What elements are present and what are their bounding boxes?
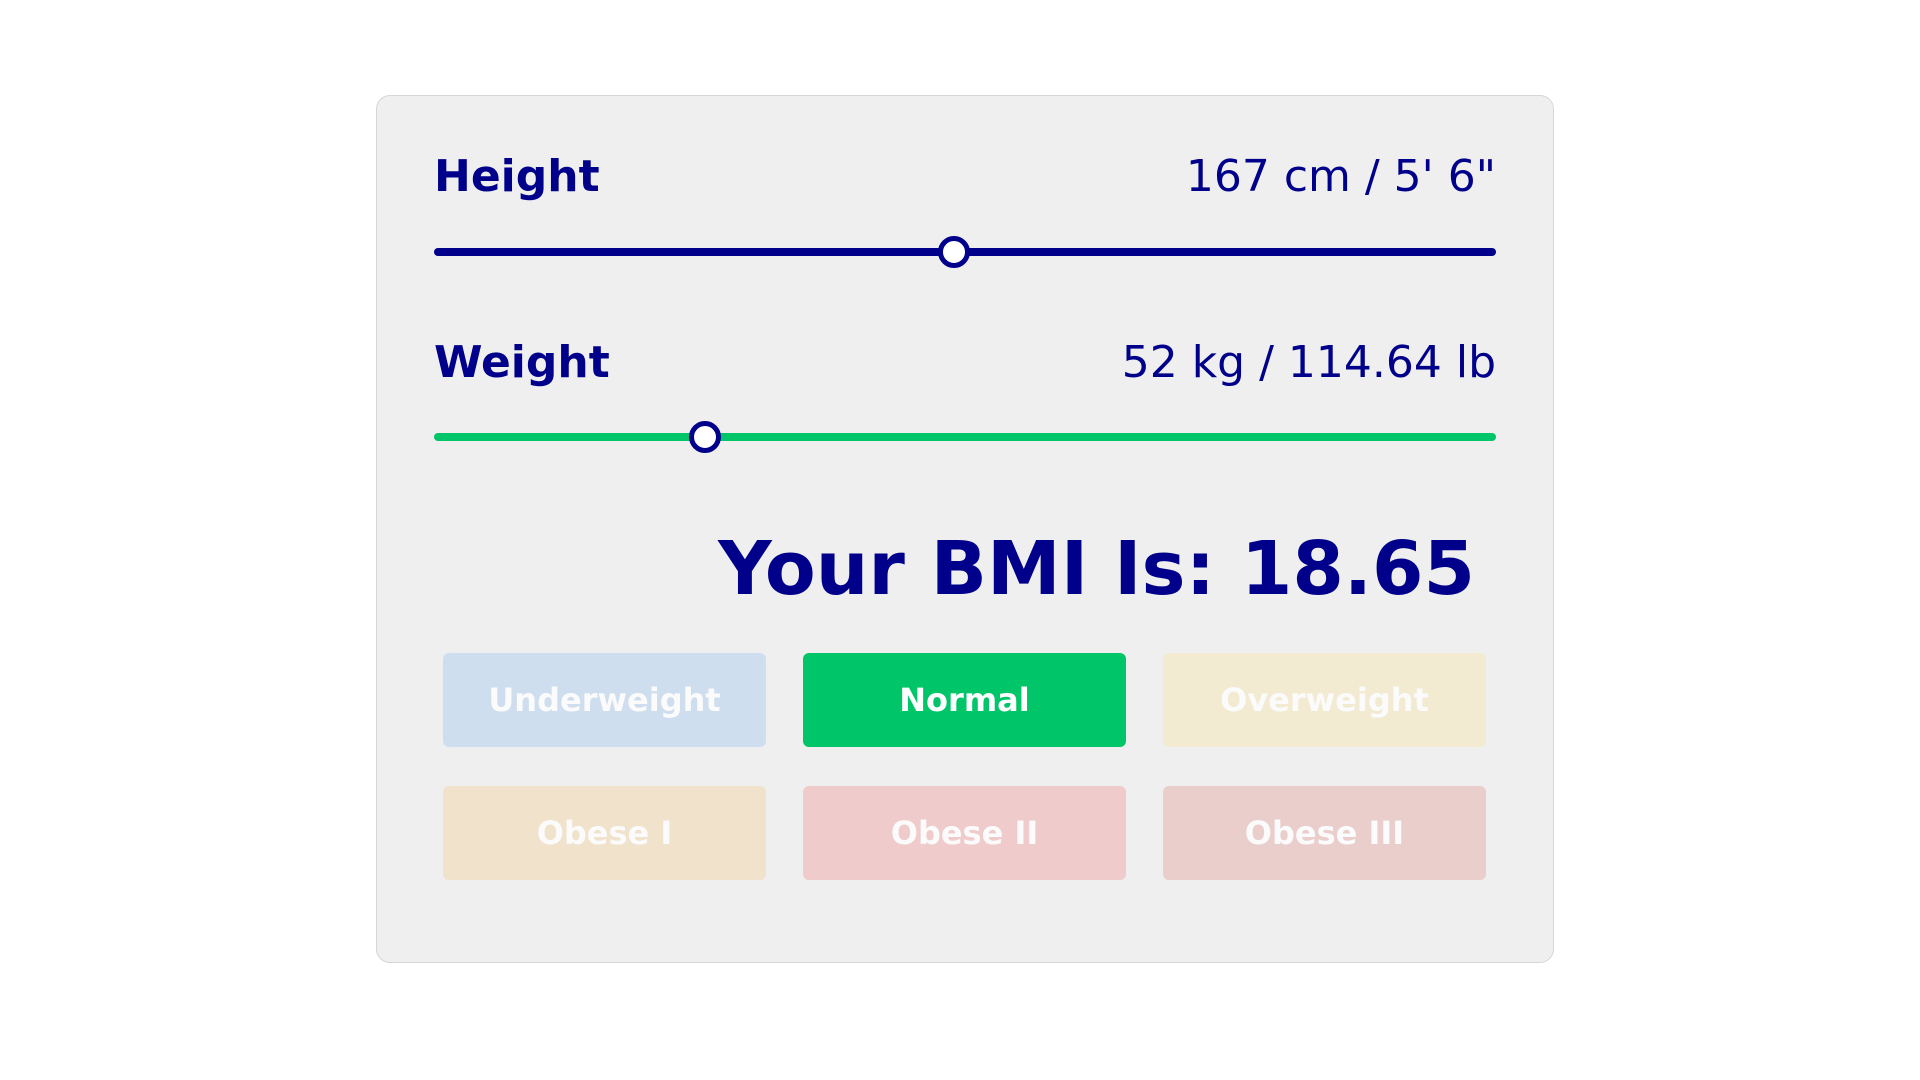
category-obese-2[interactable]: Obese II: [803, 786, 1126, 880]
weight-row: Weight 52 kg / 114.64 lb: [434, 337, 1496, 388]
height-slider-thumb[interactable]: [938, 236, 971, 268]
category-normal[interactable]: Normal: [803, 653, 1126, 747]
weight-label: Weight: [434, 337, 610, 388]
category-overweight[interactable]: Overweight: [1163, 653, 1486, 747]
bmi-calculator-panel: Height 167 cm / 5' 6" Weight 52 kg / 114…: [376, 95, 1554, 963]
weight-slider[interactable]: [434, 421, 1496, 453]
weight-value: 52 kg / 114.64 lb: [1121, 337, 1496, 388]
height-value: 167 cm / 5' 6": [1185, 151, 1496, 202]
height-slider[interactable]: [434, 236, 1496, 268]
bmi-category-grid: Underweight Normal Overweight Obese I Ob…: [443, 653, 1491, 880]
category-obese-1[interactable]: Obese I: [443, 786, 766, 880]
bmi-result: Your BMI Is: 18.65: [718, 526, 1475, 612]
category-underweight[interactable]: Underweight: [443, 653, 766, 747]
weight-slider-thumb[interactable]: [688, 421, 721, 453]
height-label: Height: [434, 151, 600, 202]
height-row: Height 167 cm / 5' 6": [434, 151, 1496, 202]
category-obese-3[interactable]: Obese III: [1163, 786, 1486, 880]
